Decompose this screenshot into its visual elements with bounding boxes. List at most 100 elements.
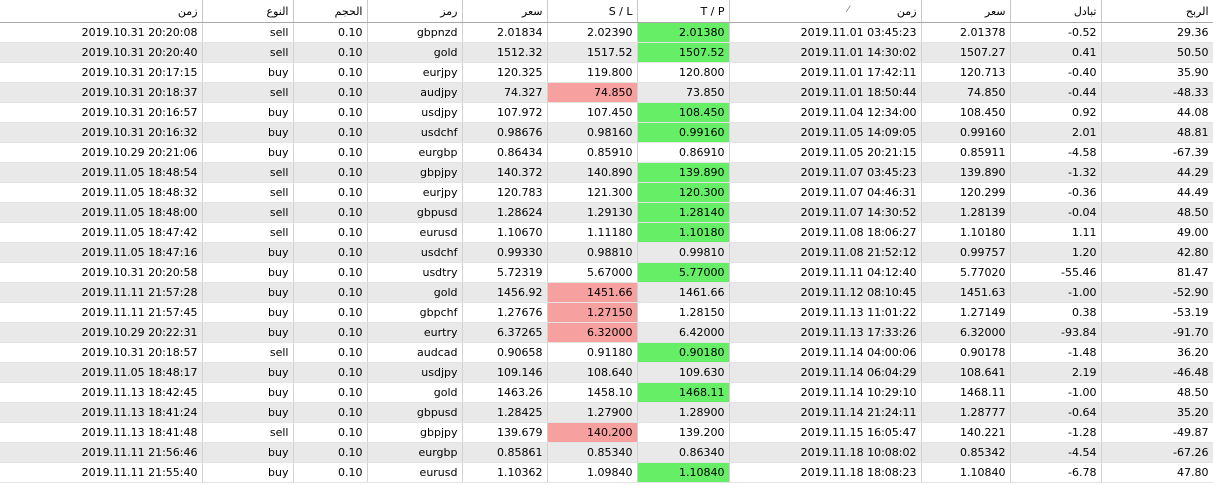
cell-profit: 48.81 [1101, 122, 1213, 143]
cell-swap: 0.38 [1010, 302, 1102, 323]
cell-swap: 1.20 [1010, 242, 1102, 263]
table-row[interactable]: 2019.10.31 20:20:40 sell 0.10 gold 1512.32 15… [0, 42, 1213, 63]
table-row[interactable]: 2019.11.05 18:47:42 sell 0.10 eurusd 1.10670… [0, 222, 1213, 243]
cell-volume: 0.10 [293, 442, 368, 463]
cell-profit: 29.36 [1101, 22, 1213, 43]
cell-symbol: eurusd [367, 222, 463, 243]
cell-swap: 1.11 [1010, 222, 1102, 243]
table-row[interactable]: 2019.11.05 18:48:00 sell 0.10 gbpusd 1.28624… [0, 202, 1213, 223]
cell-open-price: 1463.26 [462, 382, 548, 403]
cell-open-time: 2019.11.11 21:57:45 [0, 302, 203, 323]
cell-profit: 44.08 [1101, 102, 1213, 123]
cell-sl: 5.67000 [547, 262, 638, 283]
cell-open-price: 0.98676 [462, 122, 548, 143]
cell-type: sell [202, 22, 294, 43]
cell-type: buy [202, 362, 294, 383]
table-row[interactable]: 2019.11.05 18:48:54 sell 0.10 gbpjpy 140.372… [0, 162, 1213, 183]
cell-open-price: 1.28624 [462, 202, 548, 223]
table-row[interactable]: 2019.10.31 20:18:57 sell 0.10 audcad 0.90658… [0, 342, 1213, 363]
column-header-type[interactable]: النوع [202, 0, 294, 23]
cell-tp: 1.28900 [637, 402, 730, 423]
table-row[interactable]: 2019.11.13 18:41:24 buy 0.10 gbpusd 1.28425 1… [0, 402, 1213, 423]
column-header-sl[interactable]: S / L [547, 0, 638, 23]
cell-sl: 140.890 [547, 162, 638, 183]
column-header-close-price[interactable]: سعر [921, 0, 1011, 23]
cell-tp: 0.90180 [637, 342, 730, 363]
cell-type: sell [202, 222, 294, 243]
column-header-open-time[interactable]: زمن [0, 0, 203, 23]
table-row[interactable]: 2019.11.05 18:48:17 buy 0.10 usdjpy 109.146 1… [0, 362, 1213, 383]
cell-swap: -1.32 [1010, 162, 1102, 183]
cell-tp: 1.10180 [637, 222, 730, 243]
cell-swap: -1.48 [1010, 342, 1102, 363]
table-row[interactable]: 2019.11.05 18:48:32 sell 0.10 eurjpy 120.783… [0, 182, 1213, 203]
header-row: زمن النوع الحجم رمز سعر S / L T / P ⁄ زمن… [0, 0, 1213, 23]
cell-close-time: 2019.11.01 18:50:44 [729, 82, 922, 103]
cell-symbol: eurgbp [367, 142, 463, 163]
cell-tp: 1507.52 [637, 42, 730, 63]
table-row[interactable]: 2019.11.11 21:55:40 buy 0.10 eurusd 1.10362 1… [0, 462, 1213, 483]
cell-open-price: 0.85861 [462, 442, 548, 463]
cell-close-time: 2019.11.12 08:10:45 [729, 282, 922, 303]
cell-close-price: 0.99160 [921, 122, 1011, 143]
cell-type: buy [202, 462, 294, 483]
table-row[interactable]: 2019.10.29 20:21:06 buy 0.10 eurgbp 0.86434 0… [0, 142, 1213, 163]
cell-open-time: 2019.11.13 18:41:24 [0, 402, 203, 423]
column-header-swap[interactable]: تبادل [1010, 0, 1102, 23]
column-header-symbol[interactable]: رمز [367, 0, 463, 23]
table-row[interactable]: 2019.11.11 21:57:28 buy 0.10 gold 1456.92 145… [0, 282, 1213, 303]
cell-sl: 1.09840 [547, 462, 638, 483]
cell-profit: -52.90 [1101, 282, 1213, 303]
table-row[interactable]: 2019.10.31 20:20:08 sell 0.10 gbpnzd 2.01834… [0, 22, 1213, 43]
cell-close-price: 6.32000 [921, 322, 1011, 343]
column-header-volume[interactable]: الحجم [293, 0, 368, 23]
cell-swap: -0.52 [1010, 22, 1102, 43]
cell-tp: 0.86340 [637, 442, 730, 463]
cell-sl: 140.200 [547, 422, 638, 443]
column-header-profit[interactable]: الربح [1101, 0, 1213, 23]
cell-volume: 0.10 [293, 422, 368, 443]
table-row[interactable]: 2019.10.31 20:17:15 buy 0.10 eurjpy 120.325 1… [0, 62, 1213, 83]
cell-symbol: gbpjpy [367, 422, 463, 443]
column-header-close-time[interactable]: ⁄ زمن [729, 0, 922, 23]
cell-sl: 108.640 [547, 362, 638, 383]
cell-sl: 1451.66 [547, 282, 638, 303]
table-row[interactable]: 2019.11.13 18:41:48 sell 0.10 gbpjpy 139.679… [0, 422, 1213, 443]
cell-close-price: 120.713 [921, 62, 1011, 83]
cell-profit: 48.50 [1101, 202, 1213, 223]
table-row[interactable]: 2019.11.11 21:56:46 buy 0.10 eurgbp 0.85861 0… [0, 442, 1213, 463]
cell-open-price: 5.72319 [462, 262, 548, 283]
cell-open-price: 1456.92 [462, 282, 548, 303]
cell-tp: 1.10840 [637, 462, 730, 483]
column-header-tp[interactable]: T / P [637, 0, 730, 23]
cell-tp: 1461.66 [637, 282, 730, 303]
cell-volume: 0.10 [293, 142, 368, 163]
column-header-close-time-label: زمن [896, 4, 917, 18]
cell-sl: 2.02390 [547, 22, 638, 43]
cell-sl: 107.450 [547, 102, 638, 123]
cell-close-price: 139.890 [921, 162, 1011, 183]
cell-close-time: 2019.11.14 10:29:10 [729, 382, 922, 403]
cell-close-price: 120.299 [921, 182, 1011, 203]
cell-volume: 0.10 [293, 262, 368, 283]
cell-open-time: 2019.11.11 21:57:28 [0, 282, 203, 303]
table-row[interactable]: 2019.10.31 20:18:37 sell 0.10 audjpy 74.327 7… [0, 82, 1213, 103]
table-row[interactable]: 2019.10.31 20:16:57 buy 0.10 usdjpy 107.972 1… [0, 102, 1213, 123]
cell-close-price: 140.221 [921, 422, 1011, 443]
cell-close-price: 5.77020 [921, 262, 1011, 283]
table-row[interactable]: 2019.10.29 20:22:31 buy 0.10 eurtry 6.37265 6… [0, 322, 1213, 343]
column-header-open-price[interactable]: سعر [462, 0, 548, 23]
cell-profit: 81.47 [1101, 262, 1213, 283]
cell-swap: -4.58 [1010, 142, 1102, 163]
table-row[interactable]: 2019.11.05 18:47:16 buy 0.10 usdchf 0.99330 0… [0, 242, 1213, 263]
cell-type: buy [202, 242, 294, 263]
table-row[interactable]: 2019.11.13 18:42:45 buy 0.10 gold 1463.26 145… [0, 382, 1213, 403]
table-row[interactable]: 2019.11.11 21:57:45 buy 0.10 gbpchf 1.27676 1… [0, 302, 1213, 323]
cell-volume: 0.10 [293, 242, 368, 263]
cell-open-price: 0.86434 [462, 142, 548, 163]
cell-close-price: 0.85911 [921, 142, 1011, 163]
cell-volume: 0.10 [293, 102, 368, 123]
table-row[interactable]: 2019.10.31 20:16:32 buy 0.10 usdchf 0.98676 0… [0, 122, 1213, 143]
table-row[interactable]: 2019.10.31 20:20:58 buy 0.10 usdtry 5.72319 5… [0, 262, 1213, 283]
cell-open-price: 1.10670 [462, 222, 548, 243]
